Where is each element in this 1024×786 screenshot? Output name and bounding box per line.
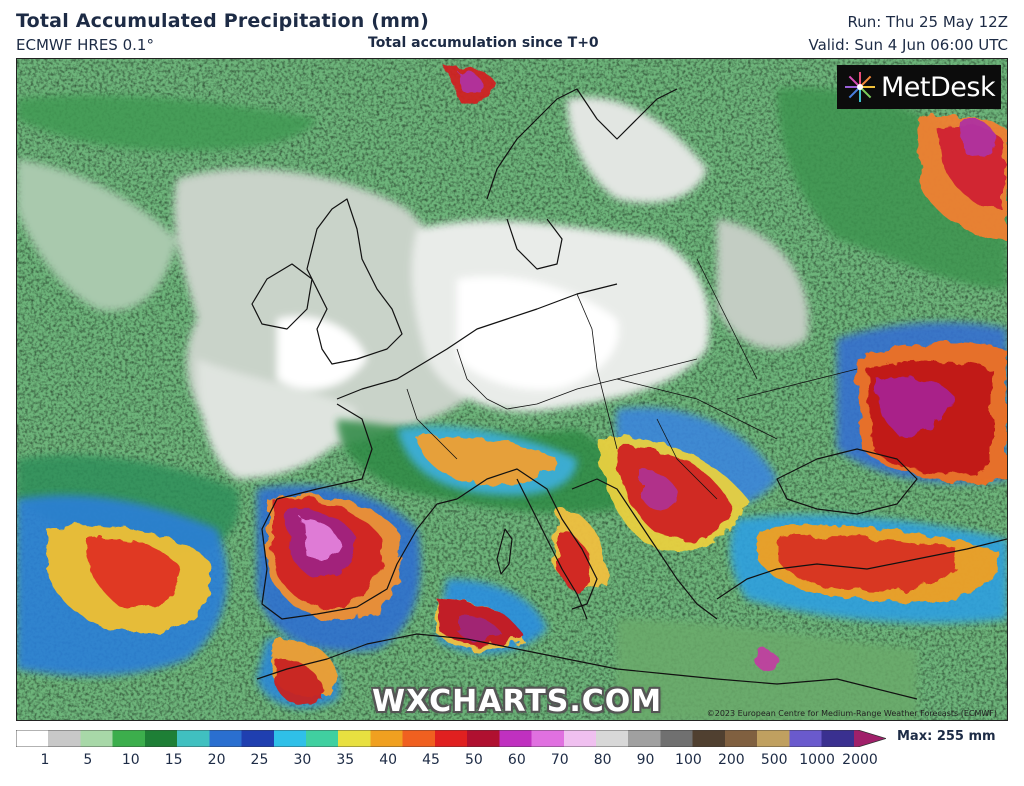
scale-tick-label: 90: [636, 752, 655, 768]
model-name: ECMWF HRES 0.1°: [16, 36, 154, 54]
scale-tick-label: 60: [507, 752, 526, 768]
color-scale-bar: [16, 730, 886, 747]
scale-tick-label: 35: [336, 752, 355, 768]
scale-tick-label: 45: [422, 752, 440, 768]
flower-burst-icon: [845, 72, 875, 102]
scale-tick-label: 5: [83, 752, 93, 768]
watermark: WXCHARTS.COM: [372, 684, 663, 719]
run-time: Run: Thu 25 May 12Z: [847, 13, 1008, 31]
scale-tick-label: 40: [379, 752, 398, 768]
scale-tick-label: 10: [121, 752, 140, 768]
scale-tick-label: 80: [593, 752, 612, 768]
scale-tick-label: 25: [250, 752, 269, 768]
metdesk-logo: MetDesk: [837, 65, 1001, 109]
scale-tick-labels: 1 5 10 15 20 25 30 35 40 45 50 60 70 80 90 100 200 500 100…: [16, 752, 886, 770]
scale-tick-label: 1: [40, 752, 50, 768]
scale-tick-label: 50: [465, 752, 483, 768]
scale-tick-label: 20: [207, 752, 226, 768]
chart-subtitle: Total accumulation since T+0: [368, 35, 599, 51]
scale-tick-label: 500: [760, 752, 788, 768]
scale-tick-label: 70: [550, 752, 569, 768]
valid-time: Valid: Sun 4 Jun 06:00 UTC: [808, 36, 1008, 54]
max-value-label: Max: 255 mm: [897, 729, 996, 744]
copyright-notice: ©2023 European Centre for Medium-Range W…: [706, 709, 997, 718]
scale-tick-label: 100: [675, 752, 702, 768]
scale-tick-label: 2000: [842, 752, 878, 768]
chart-title: Total Accumulated Precipitation (mm): [16, 10, 430, 32]
precipitation-map[interactable]: MetDesk WXCHARTS.COM ©2023 European Cent…: [16, 58, 1008, 721]
scale-tick-label: 15: [164, 752, 183, 768]
map-canvas: [17, 59, 1007, 720]
scale-tick-label: 200: [717, 752, 745, 768]
logo-text: MetDesk: [881, 71, 996, 103]
scale-tick-label: 1000: [799, 752, 835, 768]
scale-tick-label: 30: [293, 752, 312, 768]
